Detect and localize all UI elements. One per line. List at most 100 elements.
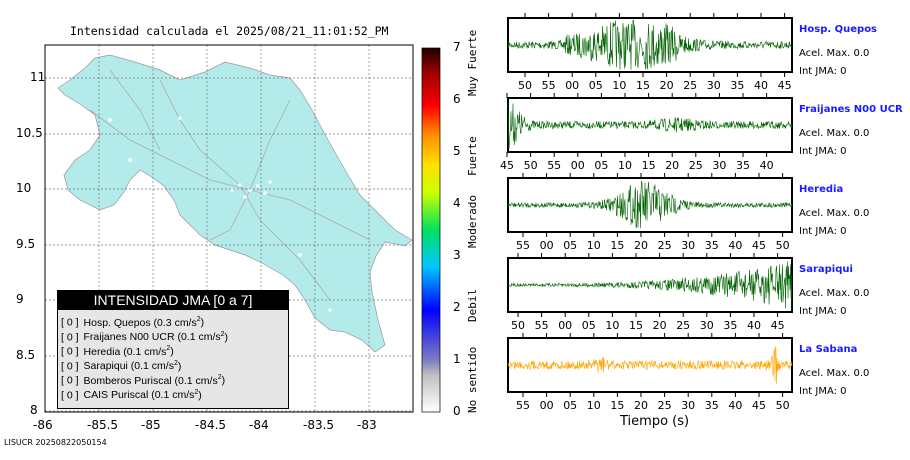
footer-id: LISUCR 20250822050154: [4, 438, 107, 447]
map-x-tick: -83.5: [303, 418, 335, 432]
waveform-x-tick: 45: [500, 159, 514, 172]
colorbar-tick: 5: [453, 144, 461, 158]
legend-intensity: [ 0 ]: [61, 389, 79, 401]
map-title: Intensidad calculada el 2025/08/21_11:01…: [70, 24, 389, 38]
waveform-x-tick: 10: [618, 159, 632, 172]
map-x-tick: -85: [141, 418, 161, 432]
waveform-x-tick: 10: [586, 399, 601, 412]
waveform-x-tick: 25: [683, 79, 698, 92]
waveform-x-tick: 40: [728, 399, 743, 412]
legend-title: INTENSIDAD JMA [0 a 7]: [58, 291, 288, 310]
waveform-x-tick: 30: [699, 319, 714, 332]
waveform-x-tick: 05: [563, 399, 578, 412]
jma-intensity: Int JMA: 0: [799, 146, 847, 157]
waveform-x-tick: 30: [681, 399, 696, 412]
legend-station: Hosp. Quepos (0.3 cm/s: [83, 316, 197, 329]
waveform-x-tick: 15: [636, 79, 650, 92]
waveform-panel: [507, 253, 793, 317]
colorbar: [421, 47, 441, 413]
map-y-tick: 9.5: [16, 237, 36, 251]
map-frame: [44, 44, 414, 413]
waveform-x-tick: 25: [657, 399, 672, 412]
colorbar-tick: 1: [453, 352, 461, 366]
colorbar-tick: 0: [453, 404, 461, 418]
colorbar-tick: 4: [453, 196, 461, 210]
waveform-x-tick: 55: [541, 79, 556, 92]
max-accel: Acel. Max. 0.0: [799, 288, 870, 299]
waveform-x-tick: 55: [516, 399, 530, 412]
legend-item: [ 0 ] Fraijanes N00 UCR (0.1 cm/s2): [61, 330, 229, 344]
max-accel: Acel. Max. 0.0: [799, 128, 870, 139]
waveform-x-tick: 25: [676, 319, 691, 332]
colorbar-tick: 6: [453, 92, 461, 106]
waveform-x-tick: 35: [736, 159, 750, 172]
waveform-x-tick: 20: [652, 319, 667, 332]
legend-item: [ 0 ] Hosp. Quepos (0.3 cm/s2): [61, 316, 205, 329]
map-y-tick: 10: [16, 181, 32, 195]
waveform-x-tick: 20: [659, 79, 674, 92]
waveform-x-tick: 20: [634, 399, 648, 412]
legend-unit-exp: 2: [217, 374, 222, 381]
legend-station: Sarapiqui (0.1 cm/s: [83, 360, 174, 372]
waveform-x-tick: 40: [754, 79, 768, 92]
map-y-tick: 9: [16, 292, 24, 306]
waveform-x-tick: 45: [770, 319, 785, 332]
legend-station: Fraijanes N00 UCR (0.1 cm/s: [83, 331, 221, 343]
waveform-x-tick: 50: [518, 79, 532, 92]
legend-intensity: [ 0 ]: [61, 374, 79, 387]
waveform-x-tick: 10: [586, 239, 601, 252]
map-x-tick: -84.5: [195, 418, 227, 432]
legend-station: CAIS Puriscal (0.1 cm/s: [83, 389, 195, 401]
waveform-x-tick: 50: [775, 399, 790, 412]
map-x-tick: -86: [33, 418, 53, 432]
legend-item: [ 0 ] Sarapiqui (0.1 cm/s2): [61, 359, 182, 373]
colorbar-label: No sentido: [466, 346, 479, 413]
waveform-x-tick: 20: [634, 239, 648, 252]
legend-item: [ 0 ] CAIS Puriscal (0.1 cm/s2): [61, 388, 202, 402]
waveform-x-tick: 30: [712, 159, 727, 172]
station-name: Hosp. Quepos: [799, 24, 878, 35]
legend-unit-exp: 2: [196, 316, 201, 323]
map-y-tick: 11: [30, 70, 46, 84]
waveform-x-tick: 15: [610, 399, 625, 412]
costa-rica-land: [57, 54, 413, 353]
map-y-tick: 8: [30, 403, 38, 417]
x-axis-label: Tiempo (s): [620, 414, 690, 429]
waveform-x-tick: 45: [752, 239, 766, 252]
waveform-x-tick: 00: [565, 79, 580, 92]
waveform-panel: [507, 13, 793, 77]
waveform-x-tick: 50: [775, 239, 790, 252]
map-x-tick: -84: [249, 418, 269, 432]
map-x-tick: -83: [357, 418, 377, 432]
waveform-x-tick: 15: [610, 239, 625, 252]
colorbar-label: Fuerte: [466, 136, 479, 176]
legend-unit-exp: 2: [220, 330, 225, 338]
waveform-x-tick: 25: [657, 239, 672, 252]
jma-intensity: Int JMA: 0: [799, 226, 847, 237]
waveform-x-tick: 00: [558, 319, 573, 332]
waveform-x-tick: 55: [516, 239, 530, 252]
jma-intensity: Int JMA: 0: [799, 386, 847, 397]
colorbar-tick: 2: [453, 300, 461, 314]
waveform-x-tick: 05: [581, 319, 596, 332]
waveform-x-tick: 50: [511, 319, 525, 332]
max-accel: Acel. Max. 0.0: [799, 48, 870, 59]
waveform-x-tick: 50: [523, 159, 538, 172]
waveform-x-tick: 35: [730, 79, 745, 92]
map-y-tick: 8.5: [16, 348, 36, 362]
waveform-x-tick: 25: [688, 159, 703, 172]
legend-unit-exp: 2: [166, 345, 171, 352]
legend-unit-exp: 2: [173, 359, 178, 367]
waveform-trace: [507, 346, 793, 385]
waveform-x-tick: 15: [641, 159, 656, 172]
waveform-x-tick: 40: [728, 239, 743, 252]
legend-station: Bomberos Puriscal (0.1 cm/s: [83, 374, 218, 387]
legend-item: [ 0 ] Bomberos Puriscal (0.1 cm/s2): [61, 374, 226, 387]
waveform-x-tick: 05: [594, 159, 609, 172]
map-x-tick: -85.5: [87, 418, 119, 432]
waveform-x-tick: 30: [681, 239, 696, 252]
waveform-x-tick: 40: [759, 159, 774, 172]
legend-unit-exp: 2: [194, 388, 199, 396]
waveform-x-tick: 15: [629, 319, 643, 332]
